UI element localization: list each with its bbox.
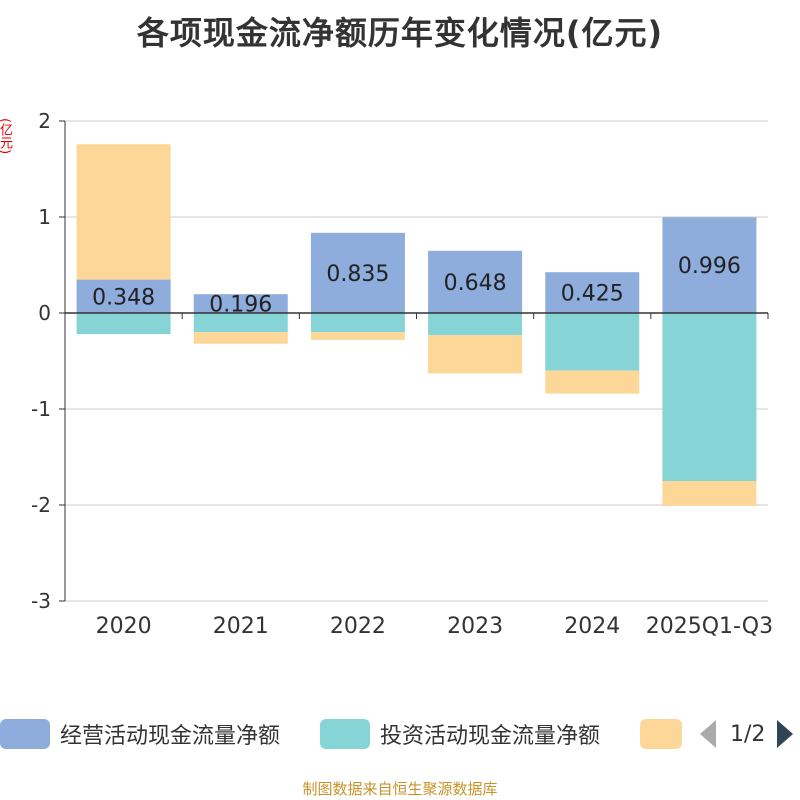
legend-item-investing[interactable]: 投资活动现金流量净额 — [320, 716, 600, 752]
legend-prev-page-icon[interactable] — [700, 720, 716, 748]
legend-swatch-financing — [640, 719, 682, 749]
bar-series-1-2023 — [428, 313, 523, 336]
legend-item-operating[interactable]: 经营活动现金流量净额 — [0, 716, 280, 752]
bar-series-2-2025Q1-Q3 — [662, 481, 757, 506]
y-tick-label: 1 — [38, 205, 51, 229]
legend: 经营活动现金流量净额 投资活动现金流量净额 — [0, 716, 800, 756]
legend-label-investing: 投资活动现金流量净额 — [380, 724, 601, 749]
bar-series-1-2025Q1-Q3 — [662, 313, 757, 481]
y-axis-unit-label: (亿元) — [0, 118, 12, 155]
data-label: 0.348 — [92, 285, 155, 310]
bar-series-1-2020 — [76, 313, 171, 335]
bar-series-2-2021 — [193, 332, 288, 344]
legend-pager: 1/2 — [700, 718, 794, 750]
bar-series-0-2023 — [428, 250, 523, 313]
legend-label-operating: 经营活动现金流量净额 — [60, 724, 281, 749]
bar-series-2-2022 — [310, 332, 405, 340]
bar-series-0-2021 — [193, 294, 288, 313]
chart-title: 各项现金流净额历年变化情况(亿元) — [136, 14, 664, 52]
y-tick-label: -2 — [31, 493, 51, 517]
bar-series-1-2024 — [545, 313, 640, 371]
bar-series-2-2024 — [545, 370, 640, 394]
data-source-note: 制图数据来自恒生聚源数据库 — [302, 780, 498, 798]
bar-series-0-2020 — [76, 279, 171, 313]
legend-swatch-investing — [320, 719, 370, 749]
bar-series-0-2025Q1-Q3 — [662, 217, 757, 313]
y-tick-label: 2 — [38, 109, 51, 133]
data-label: 0.648 — [444, 271, 507, 296]
x-tick-label: 2020 — [96, 614, 152, 639]
x-tick-label: 2023 — [447, 614, 503, 639]
data-label: 0.835 — [326, 262, 389, 287]
bar-series-0-2024 — [545, 272, 640, 313]
legend-next-page-icon[interactable] — [777, 720, 794, 748]
data-label: 0.996 — [678, 254, 741, 279]
x-tick-label: 2021 — [213, 614, 269, 639]
y-tick-label: -1 — [31, 397, 51, 421]
y-tick-label: -3 — [31, 589, 51, 613]
bar-series-2-2023 — [428, 335, 523, 374]
legend-page-indicator: 1/2 — [730, 721, 766, 747]
legend-item-financing[interactable] — [640, 716, 682, 752]
bar-series-1-2021 — [193, 313, 288, 333]
x-tick-label: 2022 — [330, 614, 386, 639]
bar-series-0-2022 — [310, 232, 405, 313]
x-tick-label: 2024 — [564, 614, 620, 639]
bar-series-1-2022 — [310, 313, 405, 333]
legend-swatch-operating — [0, 719, 50, 749]
data-label: 0.425 — [561, 282, 624, 307]
y-tick-label: 0 — [38, 301, 51, 325]
bar-series-2-2020 — [76, 144, 171, 280]
x-tick-label: 2025Q1-Q3 — [646, 614, 773, 639]
